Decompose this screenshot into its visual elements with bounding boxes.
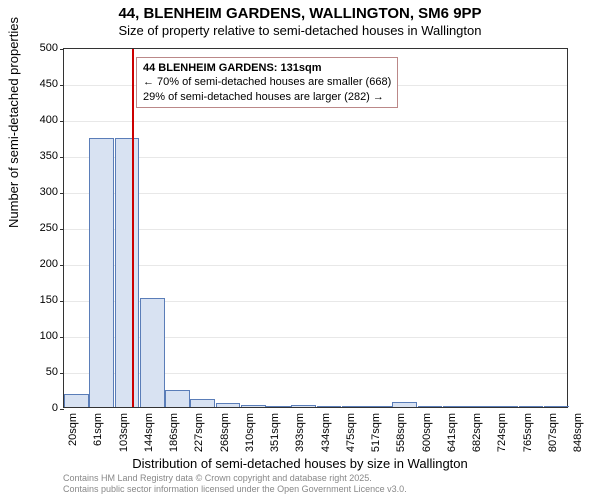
histogram-bar xyxy=(89,138,114,407)
histogram-bar xyxy=(342,406,367,407)
y-tick-mark xyxy=(60,49,64,50)
x-tick-label: 848sqm xyxy=(572,413,584,452)
histogram-bar xyxy=(291,405,316,407)
histogram-bar xyxy=(418,406,443,407)
y-axis-label: Number of semi-detached properties xyxy=(6,17,21,228)
title-area: 44, BLENHEIM GARDENS, WALLINGTON, SM6 9P… xyxy=(0,0,600,40)
y-tick-label: 500 xyxy=(40,42,58,54)
histogram-bar xyxy=(443,406,468,407)
x-tick-label: 20sqm xyxy=(67,413,79,446)
x-tick-label: 765sqm xyxy=(522,413,534,452)
y-tick-label: 100 xyxy=(40,330,58,342)
y-tick-label: 50 xyxy=(46,366,58,378)
x-tick-label: 600sqm xyxy=(421,413,433,452)
x-tick-label: 475sqm xyxy=(345,413,357,452)
x-tick-label: 186sqm xyxy=(168,413,180,452)
y-tick-label: 300 xyxy=(40,186,58,198)
annotation-line2: ← 70% of semi-detached houses are smalle… xyxy=(143,75,391,89)
y-tick-mark xyxy=(60,409,64,410)
x-tick-label: 434sqm xyxy=(320,413,332,452)
x-tick-label: 682sqm xyxy=(471,413,483,452)
annotation-line3: 29% of semi-detached houses are larger (… xyxy=(143,90,391,104)
x-tick-label: 351sqm xyxy=(269,413,281,452)
histogram-bar xyxy=(468,406,493,407)
x-tick-label: 227sqm xyxy=(193,413,205,452)
histogram-bar xyxy=(392,402,417,407)
gridline xyxy=(64,157,567,158)
annotation-line1: 44 BLENHEIM GARDENS: 131sqm xyxy=(143,61,391,75)
annotation-callout: 44 BLENHEIM GARDENS: 131sqm ← 70% of sem… xyxy=(136,57,398,108)
histogram-bar xyxy=(140,298,165,407)
histogram-bar xyxy=(165,390,190,407)
x-tick-label: 144sqm xyxy=(143,413,155,452)
gridline xyxy=(64,265,567,266)
x-tick-label: 310sqm xyxy=(244,413,256,452)
x-tick-label: 268sqm xyxy=(219,413,231,452)
histogram-bar xyxy=(190,399,215,407)
y-tick-label: 450 xyxy=(40,78,58,90)
x-tick-label: 807sqm xyxy=(547,413,559,452)
main-title: 44, BLENHEIM GARDENS, WALLINGTON, SM6 9P… xyxy=(0,5,600,22)
x-tick-label: 393sqm xyxy=(294,413,306,452)
footer-attribution: Contains HM Land Registry data © Crown c… xyxy=(63,473,407,496)
histogram-bar xyxy=(266,406,291,407)
x-tick-label: 724sqm xyxy=(496,413,508,452)
x-tick-label: 641sqm xyxy=(446,413,458,452)
histogram-bar xyxy=(493,406,518,407)
x-tick-label: 103sqm xyxy=(118,413,130,452)
gridline xyxy=(64,229,567,230)
y-tick-label: 150 xyxy=(40,294,58,306)
property-marker-line xyxy=(132,49,134,407)
x-tick-label: 517sqm xyxy=(370,413,382,452)
y-tick-label: 250 xyxy=(40,222,58,234)
footer-line2: Contains public sector information licen… xyxy=(63,484,407,496)
histogram-bar xyxy=(317,406,342,407)
histogram-bar xyxy=(519,406,544,407)
gridline xyxy=(64,121,567,122)
histogram-bar xyxy=(241,405,266,407)
gridline xyxy=(64,193,567,194)
histogram-bar xyxy=(544,406,569,407)
footer-line1: Contains HM Land Registry data © Crown c… xyxy=(63,473,407,485)
histogram-bar xyxy=(64,394,89,407)
histogram-bar xyxy=(216,403,241,407)
y-tick-label: 0 xyxy=(52,402,58,414)
y-tick-label: 350 xyxy=(40,150,58,162)
x-axis-label: Distribution of semi-detached houses by … xyxy=(0,456,600,471)
chart-plot-area: 44 BLENHEIM GARDENS: 131sqm ← 70% of sem… xyxy=(63,48,568,408)
y-tick-label: 200 xyxy=(40,258,58,270)
y-tick-label: 400 xyxy=(40,114,58,126)
subtitle: Size of property relative to semi-detach… xyxy=(0,23,600,38)
x-tick-label: 558sqm xyxy=(395,413,407,452)
histogram-bar xyxy=(115,138,140,407)
histogram-bar xyxy=(367,406,392,407)
x-tick-label: 61sqm xyxy=(92,413,104,446)
